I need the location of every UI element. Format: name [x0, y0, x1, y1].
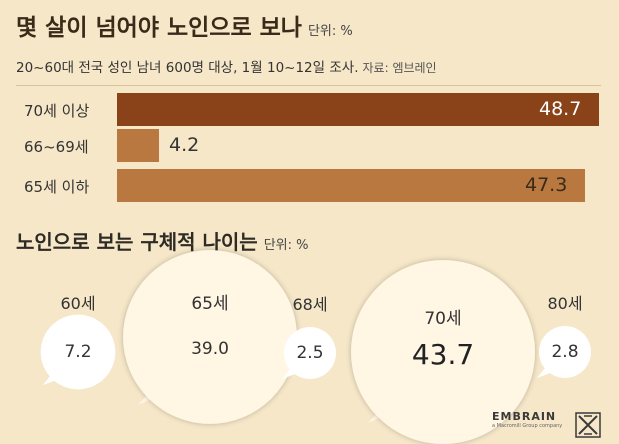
bubble-age-label: 65세 — [191, 294, 229, 314]
embrain-logo: EMBRAIN a Macromill Group company — [492, 410, 562, 429]
bubble-age-label: 68세 — [292, 295, 328, 314]
bubble-value-label: 2.8 — [551, 342, 579, 362]
bubble — [123, 250, 297, 424]
bar — [117, 93, 599, 126]
bubble-value-label: 2.5 — [296, 343, 324, 363]
bubble-value-label: 43.7 — [411, 338, 475, 371]
bubble-age-label: 80세 — [547, 294, 583, 313]
logo-tagline: a Macromill Group company — [492, 423, 563, 429]
bar — [117, 129, 159, 162]
header-divider — [16, 85, 601, 86]
section2-unit: 단위: % — [263, 238, 309, 253]
bar-value-label: 4.2 — [169, 134, 200, 156]
embrain-mark-icon — [575, 412, 601, 438]
bubble-age-label: 60세 — [60, 294, 96, 313]
bubble-age-label: 70세 — [424, 309, 462, 329]
bar-label: 65세 이하 — [24, 178, 90, 196]
section2-title: 노인으로 보는 구체적 나이는 단위: % — [16, 226, 309, 255]
bar — [117, 169, 585, 202]
bubble — [284, 327, 336, 379]
bar-value-label: 47.3 — [525, 174, 568, 196]
bar-label: 66~69세 — [24, 138, 89, 156]
survey-description: 20~60대 전국 성인 남녀 600명 대상, 1월 10~12일 조사. — [16, 60, 359, 76]
logo-name: EMBRAIN — [492, 410, 557, 423]
bar-value-label: 48.7 — [539, 98, 582, 120]
bubble — [351, 260, 535, 444]
bubble — [40, 314, 116, 390]
bar-label: 70세 이상 — [24, 102, 90, 120]
chart-unit: 단위: % — [307, 24, 353, 39]
source-label: 자료: 엠브레인 — [362, 61, 437, 75]
section2-title-text: 노인으로 보는 구체적 나이는 — [16, 230, 258, 254]
chart-title-text: 몇 살이 넘어야 노인으로 보나 — [16, 15, 302, 41]
bubble-value-label: 7.2 — [64, 342, 92, 362]
chart-title: 몇 살이 넘어야 노인으로 보나 단위: % — [16, 8, 353, 42]
bubble-value-label: 39.0 — [191, 339, 229, 359]
bubble — [539, 326, 591, 378]
chart-subtitle: 20~60대 전국 성인 남녀 600명 대상, 1월 10~12일 조사. 자료… — [16, 56, 437, 76]
